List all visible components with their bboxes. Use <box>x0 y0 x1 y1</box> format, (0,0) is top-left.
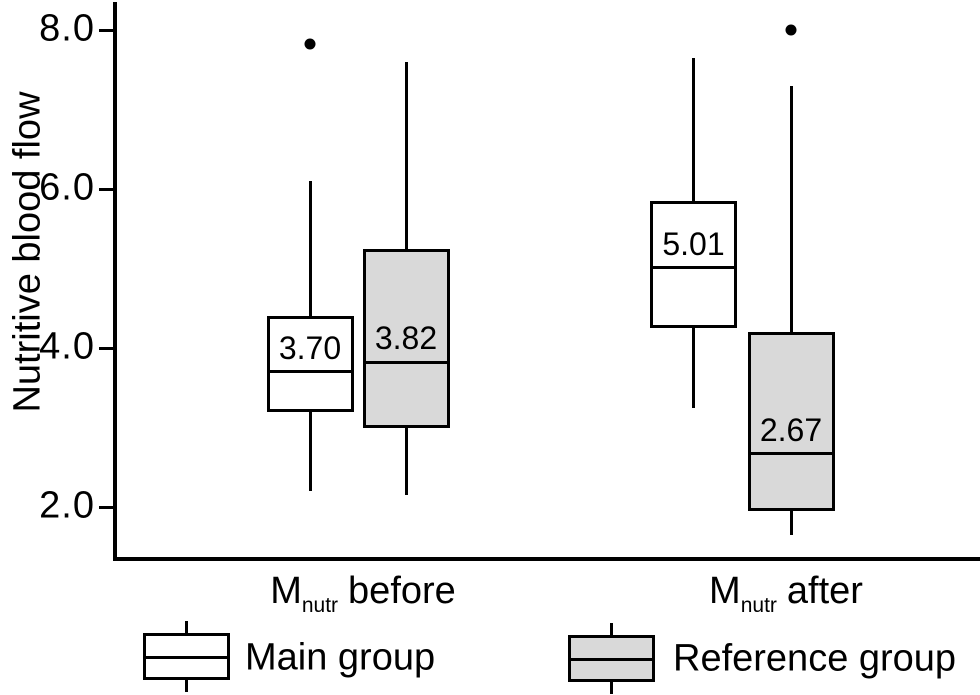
lower-whisker-reference-group-mnutr-before <box>404 427 408 496</box>
x-label-rest: after <box>786 570 863 612</box>
x-label-rest: before <box>348 570 456 612</box>
legend-whisker-bottom <box>185 680 188 692</box>
legend-symbol-main-group <box>143 621 230 693</box>
legend-label-reference-group: Reference group <box>673 637 957 680</box>
upper-whisker-reference-group-mnutr-after <box>789 85 793 333</box>
median-line-reference-group-mnutr-after <box>747 452 835 456</box>
lower-whisker-main-group-mnutr-after <box>692 328 695 408</box>
upper-whisker-main-group-mnutr-before <box>308 181 312 317</box>
y-axis-line <box>113 2 117 561</box>
upper-whisker-reference-group-mnutr-before <box>404 61 408 249</box>
y-tick-mark-4.0 <box>99 346 116 350</box>
median-line-main-group-mnutr-before <box>266 370 354 374</box>
legend-whisker-top <box>185 621 188 633</box>
y-tick-mark-6.0 <box>99 187 116 191</box>
x-label-main: M <box>270 570 302 612</box>
x-label-subscript: nutr <box>301 594 339 617</box>
lower-whisker-main-group-mnutr-before <box>308 411 312 492</box>
legend-median-line <box>568 658 655 661</box>
lower-whisker-reference-group-mnutr-after <box>789 510 793 535</box>
x-label-subscript: nutr <box>740 594 777 617</box>
upper-whisker-main-group-mnutr-after <box>692 57 695 201</box>
y-tick-label-4.0: 4.0 <box>39 325 95 368</box>
y-tick-mark-8.0 <box>99 28 116 32</box>
median-line-reference-group-mnutr-before <box>362 360 450 364</box>
median-label-main-group-mnutr-before: 3.70 <box>278 329 342 366</box>
legend-median-line <box>143 656 230 659</box>
median-label-reference-group-mnutr-before: 3.82 <box>374 320 438 357</box>
median-line-main-group-mnutr-after <box>650 266 737 270</box>
legend-whisker-top <box>610 623 613 635</box>
box-reference-group-mnutr-after <box>747 332 835 511</box>
x-label-main: M <box>709 570 741 612</box>
y-tick-label-6.0: 6.0 <box>39 166 95 209</box>
x-axis-line <box>113 557 980 561</box>
y-tick-mark-2.0 <box>99 505 116 509</box>
outlier-dot-reference-group-mnutr-after <box>785 24 797 36</box>
x-axis-label-before: Mnutr before <box>270 570 456 618</box>
outlier-dot-main-group-mnutr-before <box>304 38 316 50</box>
y-tick-label-8.0: 8.0 <box>39 7 95 50</box>
legend-symbol-reference-group <box>568 623 655 695</box>
median-label-main-group-mnutr-after: 5.01 <box>662 225 725 262</box>
box-main-group-mnutr-before <box>266 316 354 412</box>
box-reference-group-mnutr-before <box>362 248 450 428</box>
y-tick-label-2.0: 2.0 <box>39 484 95 527</box>
legend-whisker-bottom <box>610 682 613 694</box>
box-main-group-mnutr-after <box>650 200 737 329</box>
median-label-reference-group-mnutr-after: 2.67 <box>759 411 823 448</box>
x-axis-label-after: Mnutr after <box>709 570 863 618</box>
legend-label-main-group: Main group <box>245 636 436 679</box>
